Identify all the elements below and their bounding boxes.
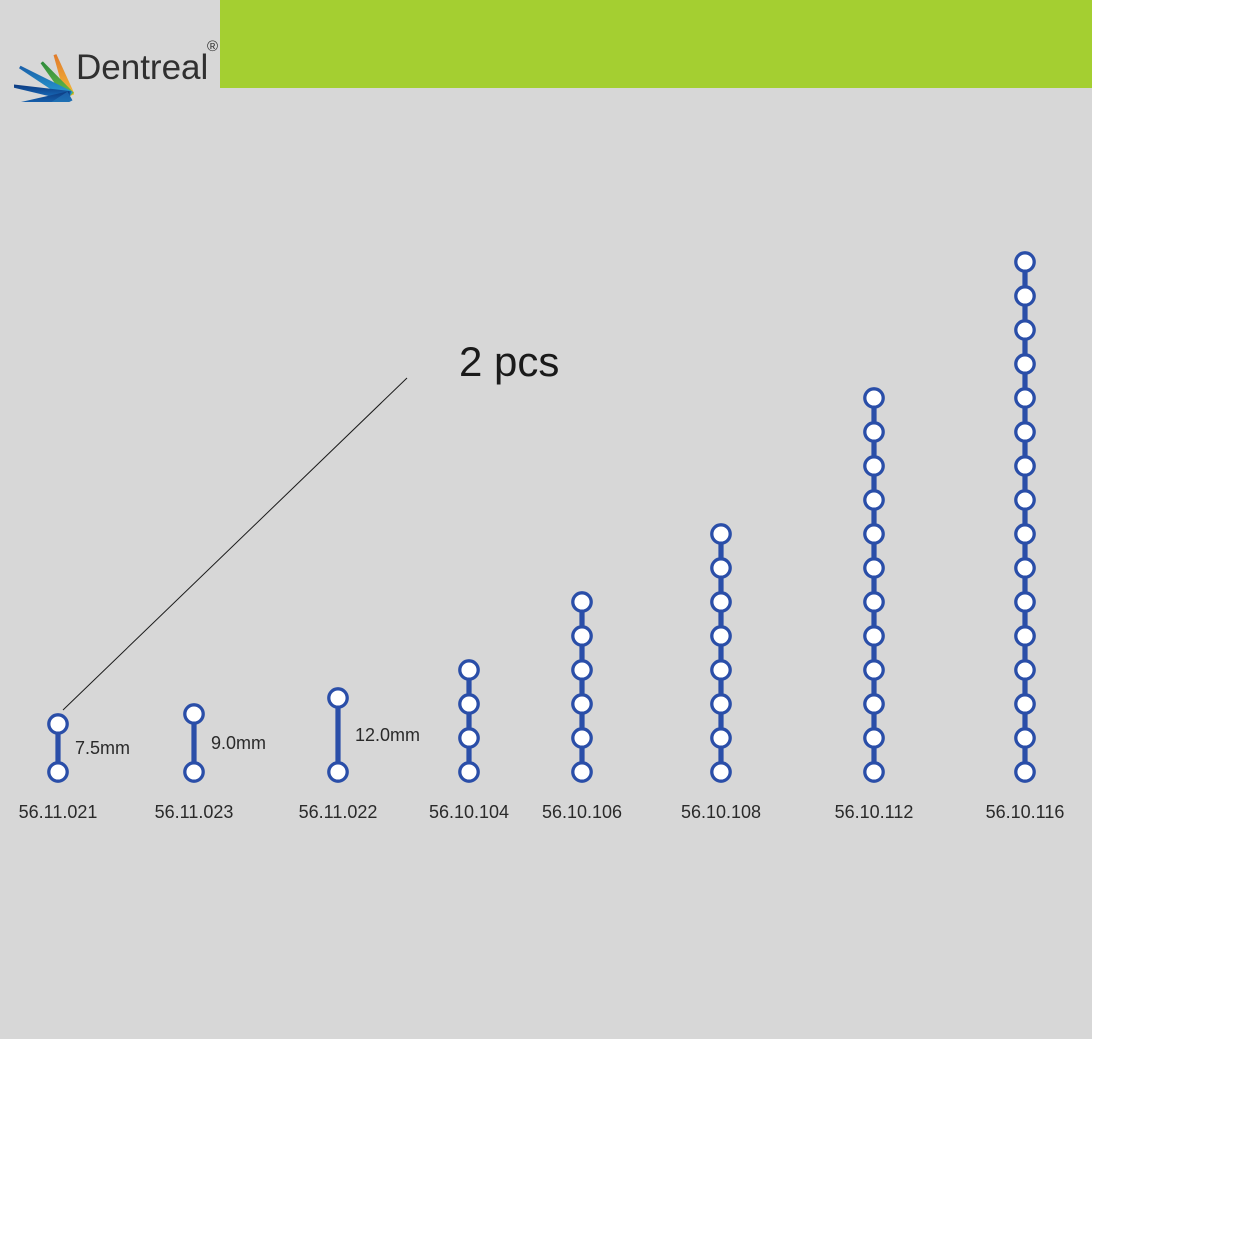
plate [460,661,478,781]
sku-label: 56.10.116 [986,802,1065,823]
plate [712,525,730,781]
plate [573,593,591,781]
sku-label: 56.11.021 [19,802,98,823]
plate [49,715,67,781]
dim-label: 12.0mm [355,725,420,746]
sku-label: 56.10.108 [681,802,761,823]
sku-label: 56.10.112 [835,802,914,823]
plates-diagram [0,0,1092,1039]
plate [865,389,883,781]
sku-label: 56.11.022 [299,802,378,823]
diagram-canvas: Dentreal ® 2 pcs 56.11.0217.5mm56.11.023… [0,0,1092,1039]
dim-label: 9.0mm [211,733,266,754]
whitespace-right [1092,0,1250,1039]
sku-label: 56.11.023 [155,802,234,823]
sku-label: 56.10.106 [542,802,622,823]
dim-label: 7.5mm [75,738,130,759]
plate [1016,253,1034,781]
whitespace-bottom [0,1039,1250,1250]
plate [329,689,347,781]
plate [185,705,203,781]
sku-label: 56.10.104 [429,802,509,823]
